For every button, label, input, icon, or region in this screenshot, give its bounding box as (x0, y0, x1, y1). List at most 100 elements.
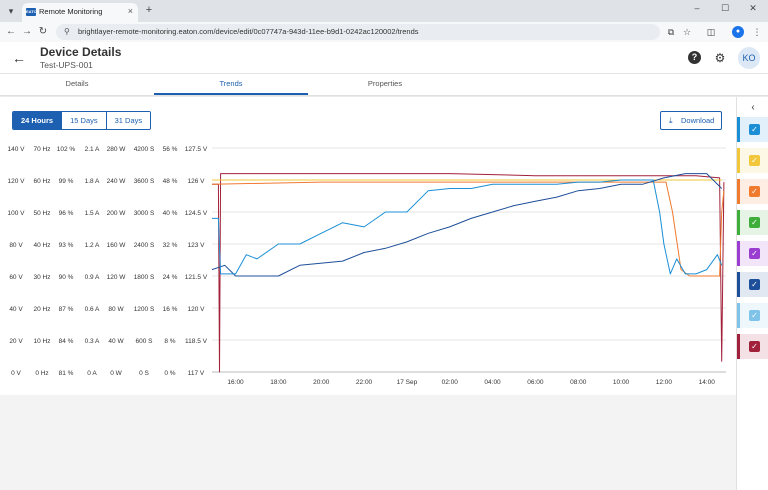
url-text[interactable]: brightlayer-remote-monitoring.eaton.com/… (78, 27, 419, 36)
x-tick-label: 04:00 (484, 379, 501, 386)
y-tick-label: 0.3 A (85, 338, 100, 345)
series-color-bar (737, 241, 740, 266)
series-toggle-5[interactable]: ✓ (737, 241, 768, 266)
tab-trends[interactable]: Trends (154, 74, 308, 95)
y-tick-label: 1.5 A (85, 210, 100, 217)
new-tab-icon[interactable]: + (145, 4, 153, 16)
tab-properties[interactable]: Properties (367, 79, 403, 88)
tab-details[interactable]: Details (65, 79, 89, 88)
browser-menu-icon[interactable]: ⋮ (752, 27, 762, 37)
series-toggle-1[interactable]: ✓ (737, 117, 768, 142)
y-tick-label: 0 S (139, 370, 149, 377)
browser-back-icon[interactable]: ← (6, 26, 16, 37)
browser-forward-icon[interactable]: → (22, 26, 32, 37)
y-tick-label: 70 Hz (34, 146, 51, 153)
y-tick-label: 50 Hz (34, 210, 51, 217)
series-toggle-4[interactable]: ✓ (737, 210, 768, 235)
minimize-icon[interactable]: – (694, 3, 700, 13)
y-tick-label: 280 W (107, 146, 127, 153)
window-close-icon[interactable]: ✕ (749, 3, 757, 13)
x-tick-label: 20:00 (313, 379, 330, 386)
checkbox-icon[interactable]: ✓ (749, 186, 760, 197)
checkbox-icon[interactable]: ✓ (749, 279, 760, 290)
checkbox-icon[interactable]: ✓ (749, 124, 760, 135)
x-tick-label: 08:00 (570, 379, 587, 386)
user-avatar[interactable]: KO (738, 47, 760, 69)
range-24-hours-button[interactable]: 24 Hours (13, 112, 63, 129)
y-tick-label: 40 W (108, 338, 124, 345)
y-tick-label: 123 V (188, 242, 206, 249)
checkbox-icon[interactable]: ✓ (749, 217, 760, 228)
y-tick-label: 3000 S (134, 210, 155, 217)
y-tick-label: 90 % (59, 274, 74, 281)
series-toggle-2[interactable]: ✓ (737, 148, 768, 173)
y-tick-label: 1200 S (134, 306, 155, 313)
y-tick-label: 40 % (163, 210, 178, 217)
download-button[interactable]: ⤓ Download (660, 111, 722, 130)
series-toggle-6[interactable]: ✓ (737, 272, 768, 297)
browser-tab[interactable]: EATON Remote Monitoring × (22, 3, 138, 22)
browser-tabstrip: ▾ EATON Remote Monitoring × + – ☐ ✕ (0, 0, 768, 22)
series-toggle-3[interactable]: ✓ (737, 179, 768, 204)
series-line-2 (211, 181, 725, 277)
y-tick-label: 4200 S (134, 146, 155, 153)
maximize-icon[interactable]: ☐ (720, 3, 730, 13)
y-tick-label: 40 V (9, 306, 23, 313)
series-color-bar (737, 210, 740, 235)
bookmark-star-icon[interactable]: ☆ (682, 27, 692, 37)
series-line-4 (211, 173, 723, 277)
y-tick-label: 87 % (59, 306, 74, 313)
y-tick-label: 48 % (163, 178, 178, 185)
series-color-bar (737, 148, 740, 173)
series-toggle-8[interactable]: ✓ (737, 334, 768, 359)
address-bar[interactable]: ⚲ brightlayer-remote-monitoring.eaton.co… (56, 24, 660, 40)
checkbox-icon[interactable]: ✓ (749, 248, 760, 259)
series-toggle-panel: ‹ ✓ ✓ ✓ ✓ ✓ ✓ ✓ ✓ (736, 97, 768, 490)
time-range-selector: 24 Hours 15 Days 31 Days (12, 111, 152, 130)
trends-chart[interactable]: 140 V 120 V 100 V 80 V 60 V 40 V 20 V 0 V 70 Hz 6… (0, 97, 736, 395)
checkbox-icon[interactable]: ✓ (749, 341, 760, 352)
y-tick-label: 120 W (107, 274, 127, 281)
tab-search-icon[interactable]: ▾ (8, 6, 14, 16)
range-31-days-button[interactable]: 31 Days (106, 112, 151, 129)
x-tick-label: 16:00 (227, 379, 244, 386)
y-tick-label: 60 Hz (34, 178, 51, 185)
collapse-chevron-icon[interactable]: ‹ (751, 102, 755, 113)
browser-profile-icon[interactable]: ● (732, 26, 744, 38)
y-tick-label: 160 W (107, 242, 127, 249)
y-tick-label: 16 % (163, 306, 178, 313)
y-tick-label: 24 % (163, 274, 178, 281)
back-arrow-icon[interactable]: ← (12, 50, 26, 66)
close-tab-icon[interactable]: × (127, 6, 133, 16)
series-color-bar (737, 179, 740, 204)
y-tick-label: 0 W (110, 370, 122, 377)
series-toggle-7[interactable]: ✓ (737, 303, 768, 328)
site-info-icon[interactable]: ⚲ (64, 27, 70, 36)
x-tick-label: 14:00 (699, 379, 716, 386)
series-color-bar (737, 334, 740, 359)
browser-tab-title: Remote Monitoring (39, 7, 103, 16)
download-icon: ⤓ (669, 116, 673, 125)
y-tick-label: 126 V (188, 178, 206, 185)
y-tick-label: 140 V (8, 146, 26, 153)
y-tick-label: 1.8 A (85, 178, 100, 185)
y-tick-label: 120 V (8, 178, 26, 185)
checkbox-icon[interactable]: ✓ (749, 310, 760, 321)
x-tick-label: 02:00 (442, 379, 459, 386)
y-tick-label: 8 % (164, 338, 175, 345)
help-icon[interactable]: ? (688, 51, 701, 64)
reload-icon[interactable]: ↻ (38, 26, 48, 37)
range-15-days-button[interactable]: 15 Days (62, 112, 107, 129)
checkbox-icon[interactable]: ✓ (749, 155, 760, 166)
extensions-icon[interactable]: ◫ (706, 27, 716, 37)
y-tick-label: 1.2 A (85, 242, 100, 249)
y-tick-label: 240 W (107, 178, 127, 185)
cast-icon[interactable]: ⧉ (667, 27, 675, 37)
y-tick-label: 200 W (107, 210, 127, 217)
y-tick-label: 84 % (59, 338, 74, 345)
y-tick-label: 30 Hz (34, 274, 51, 281)
y-tick-label: 127.5 V (185, 146, 208, 153)
settings-gear-icon[interactable]: ⚙ (714, 51, 726, 65)
x-tick-label: 17 Sep (397, 379, 418, 386)
device-name: Test-UPS-001 (40, 60, 93, 70)
